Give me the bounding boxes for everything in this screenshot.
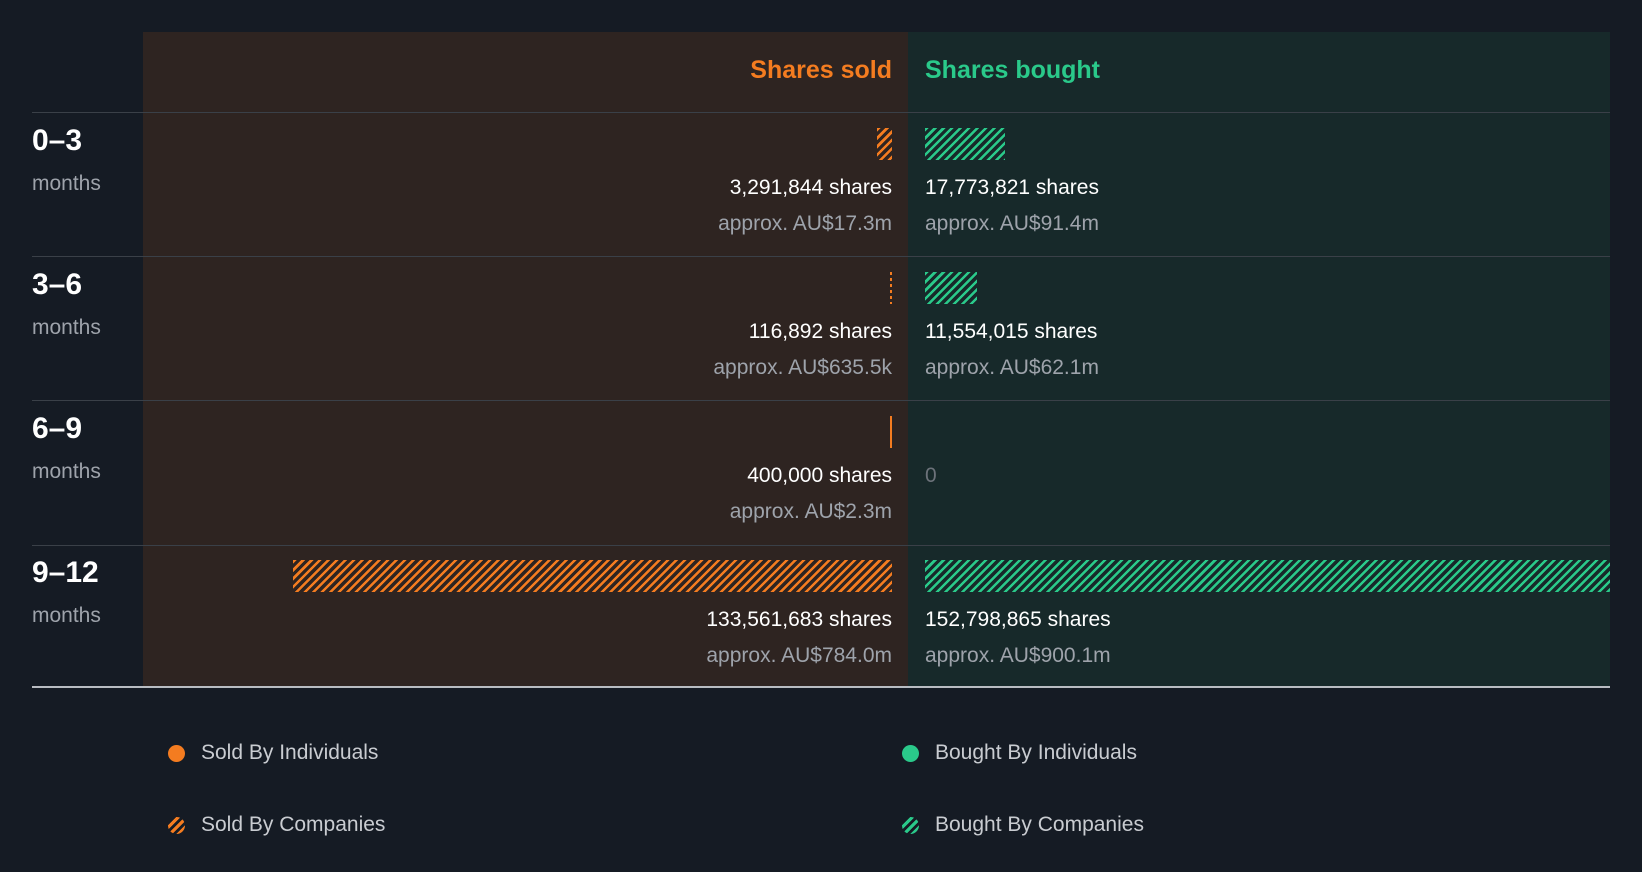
bought-shares: 11,554,015 shares bbox=[925, 320, 1098, 343]
chart-baseline bbox=[32, 686, 1610, 688]
sold-value: approx. AU$635.5k bbox=[713, 356, 892, 379]
sold-bar-1 bbox=[890, 272, 892, 304]
sold-shares: 116,892 shares bbox=[748, 320, 892, 343]
row-divider bbox=[32, 400, 1610, 401]
sold-shares: 133,561,683 shares bbox=[706, 608, 892, 631]
solid-green-swatch-icon bbox=[902, 744, 919, 762]
period-unit: months bbox=[32, 604, 101, 627]
bought-value: approx. AU$91.4m bbox=[925, 212, 1099, 235]
bought-value: approx. AU$900.1m bbox=[925, 644, 1111, 667]
sold-value: approx. AU$784.0m bbox=[706, 644, 892, 667]
period-unit: months bbox=[32, 460, 101, 483]
period-label: 0–3 bbox=[32, 124, 83, 157]
hatched-orange-swatch-icon bbox=[168, 816, 185, 834]
legend-label: Sold By Companies bbox=[201, 813, 386, 836]
row-divider bbox=[32, 545, 1610, 546]
legend-sold-individuals: Sold By Individuals bbox=[168, 741, 378, 765]
sold-value: approx. AU$2.3m bbox=[729, 500, 892, 523]
bought-zero: 0 bbox=[925, 464, 937, 487]
legend-sold-companies: Sold By Companies bbox=[168, 813, 385, 837]
legend-label: Bought By Individuals bbox=[935, 741, 1137, 764]
period-label: 6–9 bbox=[32, 412, 83, 445]
row-divider bbox=[32, 256, 1610, 257]
row-divider bbox=[32, 112, 1610, 113]
bought-shares: 152,798,865 shares bbox=[925, 608, 1111, 631]
header-shares-bought: Shares bought bbox=[925, 56, 1101, 84]
sold-shares: 400,000 shares bbox=[747, 464, 892, 487]
sold-bar-2 bbox=[890, 416, 892, 448]
bought-shares: 17,773,821 shares bbox=[925, 176, 1099, 199]
sold-bar-0 bbox=[877, 128, 892, 160]
hatched-green-swatch-icon bbox=[902, 816, 919, 834]
bought-bar-0 bbox=[925, 128, 1005, 160]
bought-bar-3 bbox=[925, 560, 1610, 592]
sold-shares: 3,291,844 shares bbox=[729, 176, 892, 199]
period-label: 3–6 bbox=[32, 268, 83, 301]
header-shares-sold: Shares sold bbox=[750, 56, 892, 84]
period-unit: months bbox=[32, 172, 101, 195]
legend-label: Sold By Individuals bbox=[201, 741, 379, 764]
legend-bought-companies: Bought By Companies bbox=[902, 813, 1144, 837]
solid-orange-swatch-icon bbox=[168, 744, 185, 762]
period-unit: months bbox=[32, 316, 101, 339]
sold-bar-3 bbox=[293, 560, 892, 592]
bought-bar-1 bbox=[925, 272, 977, 304]
period-label: 9–12 bbox=[32, 556, 99, 589]
legend-label: Bought By Companies bbox=[935, 813, 1144, 836]
sold-value: approx. AU$17.3m bbox=[718, 212, 892, 235]
bought-value: approx. AU$62.1m bbox=[925, 356, 1099, 379]
insider-trading-chart: Shares sold Shares bought 0–3 months 3,2… bbox=[32, 32, 1610, 688]
legend-bought-individuals: Bought By Individuals bbox=[902, 741, 1137, 765]
